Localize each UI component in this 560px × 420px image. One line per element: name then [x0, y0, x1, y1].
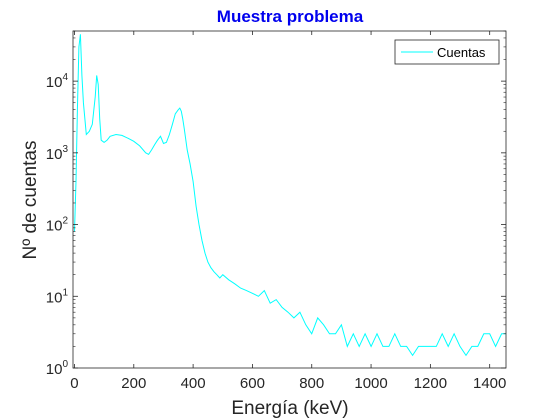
y-tick-label: 104 — [46, 72, 69, 91]
legend-label: Cuentas — [437, 45, 486, 60]
x-tick-label: 600 — [240, 375, 265, 392]
y-axis: 100 101 102 103 104 — [46, 30, 506, 378]
x-tick-label: 200 — [121, 375, 146, 392]
x-tick-label: 1400 — [473, 375, 506, 392]
y-axis-label: Nº de cuentas — [20, 141, 41, 260]
plot-frame — [72, 30, 507, 369]
x-tick-label: 400 — [181, 375, 206, 392]
y-tick-label: 103 — [46, 144, 69, 163]
y-tick-label: 102 — [46, 216, 69, 235]
chart-title: Muestra problema — [217, 7, 364, 26]
x-axis: 0 200 400 600 800 1000 1200 1400 — [70, 31, 506, 392]
x-tick-label: 1000 — [354, 375, 387, 392]
x-tick-label: 0 — [70, 375, 78, 392]
legend: Cuentas — [394, 39, 500, 65]
series-layer — [74, 34, 506, 357]
x-tick-label: 1200 — [414, 375, 447, 392]
plot-area — [73, 31, 506, 368]
x-tick-label: 800 — [299, 375, 324, 392]
y-tick-label: 101 — [46, 287, 69, 306]
series-line-0 — [74, 34, 506, 357]
x-axis-label: Energía (keV) — [231, 398, 348, 419]
y-tick-label: 100 — [46, 359, 69, 378]
